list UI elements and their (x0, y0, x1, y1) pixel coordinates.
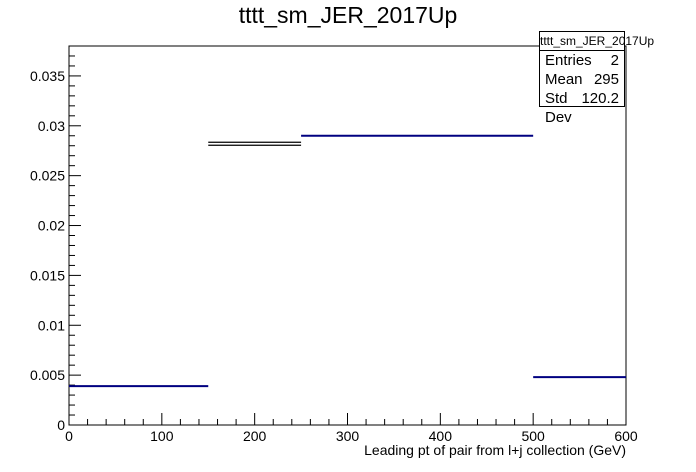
x-tick-label: 600 (614, 428, 638, 444)
stats-mean-row: Mean 295 (540, 70, 624, 89)
stats-stddev-value: 120.2 (581, 90, 619, 107)
y-tick-label: 0.02 (38, 218, 65, 234)
y-tick-label: 0.035 (30, 68, 65, 84)
x-tick-label: 200 (243, 428, 267, 444)
y-tick-label: 0.015 (30, 267, 65, 283)
stats-mean-value: 295 (593, 71, 619, 88)
stats-entries-value: 2 (610, 52, 619, 69)
y-tick-label: 0 (57, 417, 65, 433)
y-tick-label: 0.01 (38, 317, 65, 333)
stats-title: tttt_sm_JER_2017Up (540, 32, 654, 51)
y-tick-label: 0.025 (30, 168, 65, 184)
y-tick-label: 0.03 (38, 118, 65, 134)
x-tick-label: 300 (336, 428, 360, 444)
stats-box: tttt_sm_JER_2017Up Entries 2 Mean 295 St… (539, 31, 654, 126)
x-axis-label: Leading pt of pair from l+j collection (… (364, 442, 626, 458)
stats-entries-label: Entries (545, 52, 592, 69)
stats-entries-row: Entries 2 (540, 51, 624, 70)
x-tick-label: 0 (65, 428, 73, 444)
x-tick-label: 100 (150, 428, 174, 444)
stats-stddev-label: Std Dev (545, 90, 572, 126)
stats-stddev-row: Std Dev 120.2 (540, 89, 624, 126)
y-tick-label: 0.005 (30, 367, 65, 383)
stats-mean-label: Mean (545, 71, 583, 88)
x-tick-label: 400 (429, 428, 453, 444)
x-tick-label: 500 (521, 428, 545, 444)
chart-title: tttt_sm_JER_2017Up (238, 2, 458, 28)
